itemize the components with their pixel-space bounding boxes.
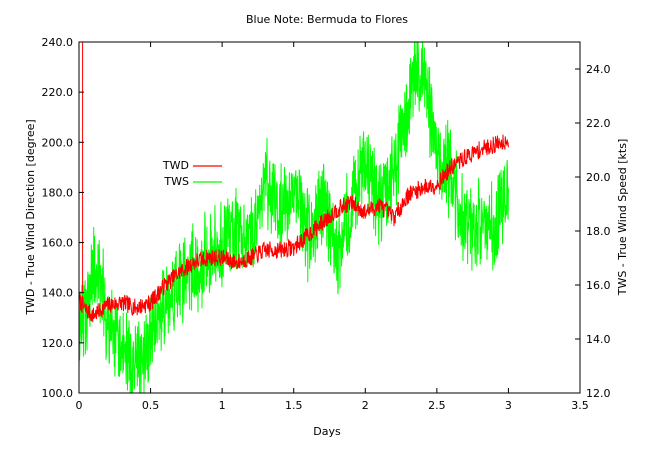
y-left-tick-label: 140.0 [42, 287, 74, 300]
x-tick-label: 1.5 [285, 399, 303, 412]
y-left-tick-label: 100.0 [42, 387, 74, 400]
series-line-twd [79, 134, 509, 323]
legend: TWD TWS [162, 159, 222, 188]
y-right-tick-label: 24.0 [586, 63, 611, 76]
y-left-tick-label: 220.0 [42, 86, 74, 99]
x-tick-label: 0 [76, 399, 83, 412]
x-tick-label: 0.5 [142, 399, 160, 412]
y-right-tick-label: 12.0 [586, 387, 611, 400]
y-right-tick-label: 14.0 [586, 333, 611, 346]
plot-frame [78, 41, 581, 394]
legend-label-twd: TWD [162, 159, 189, 172]
x-tick-label: 2 [362, 399, 369, 412]
y-left-tick-label: 240.0 [42, 36, 74, 49]
y-right-tick-label: 16.0 [586, 279, 611, 292]
y-axis-left-label: TWD - True Wind Direction [degree] [24, 119, 37, 315]
y-left-tick-label: 160.0 [42, 237, 74, 250]
y-left-tick-label: 200.0 [42, 136, 74, 149]
legend-label-tws: TWS [163, 175, 189, 188]
x-tick-label: 2.5 [428, 399, 446, 412]
x-tick-label: 3 [505, 399, 512, 412]
series-line-tws [79, 42, 509, 393]
chart-title: Blue Note: Bermuda to Flores [246, 13, 408, 26]
x-axis-label: Days [313, 425, 341, 438]
y-right-tick-label: 20.0 [586, 171, 611, 184]
x-tick-label: 1 [219, 399, 226, 412]
x-tick-label: 3.5 [571, 399, 589, 412]
y-left-tick-label: 120.0 [42, 337, 74, 350]
y-left-tick-label: 180.0 [42, 186, 74, 199]
y-right-tick-label: 18.0 [586, 225, 611, 238]
y-right-tick-label: 22.0 [586, 117, 611, 130]
y-axis-right-label: TWS - True Wind Speed [kts] [616, 139, 629, 297]
